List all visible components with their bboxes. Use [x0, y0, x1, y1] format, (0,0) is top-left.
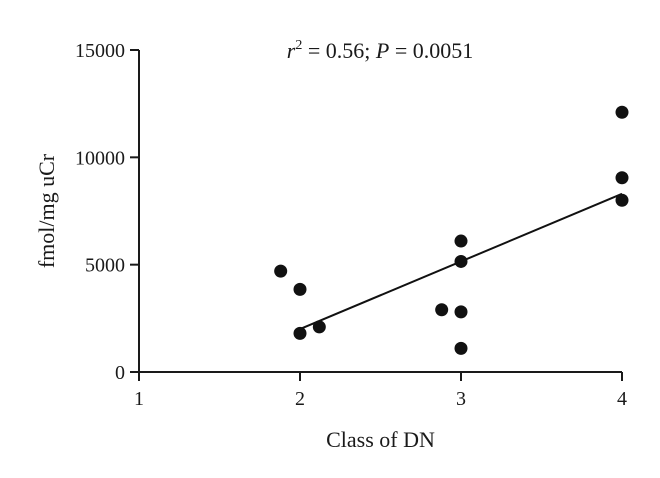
x-ticks: 1 2 3 4: [134, 372, 627, 410]
data-point: [615, 171, 629, 185]
x-tick-label: 3: [456, 388, 466, 410]
data-point: [454, 254, 468, 268]
y-tick-label: 0: [115, 362, 125, 384]
data-point: [293, 282, 307, 296]
y-tick-label: 10000: [75, 147, 125, 169]
data-point: [615, 193, 629, 207]
x-tick-label: 1: [134, 388, 144, 410]
data-point: [454, 341, 468, 355]
y-axis-title: fmol/mg uCr: [34, 153, 59, 268]
data-point: [615, 105, 629, 119]
data-point: [454, 234, 468, 248]
data-points: [274, 105, 629, 355]
y-ticks: 0 5000 10000 15000: [75, 40, 139, 384]
data-point: [293, 326, 307, 340]
chart-annotation: r2 = 0.56; P = 0.0051: [287, 38, 473, 63]
x-tick-label: 4: [617, 388, 627, 410]
p-symbol: P: [375, 38, 389, 63]
p-value: = 0.0051: [389, 38, 473, 63]
r-symbol: r: [287, 38, 296, 63]
data-point: [435, 303, 449, 317]
x-tick-label: 2: [295, 388, 305, 410]
data-point: [312, 320, 326, 334]
data-point: [454, 305, 468, 319]
data-point: [274, 264, 288, 278]
y-tick-label: 15000: [75, 40, 125, 62]
r-value: = 0.56;: [302, 38, 376, 63]
x-axis-title: Class of DN: [326, 427, 435, 452]
r-exponent: 2: [295, 38, 302, 53]
y-tick-label: 5000: [85, 255, 125, 277]
axes: [138, 50, 622, 373]
